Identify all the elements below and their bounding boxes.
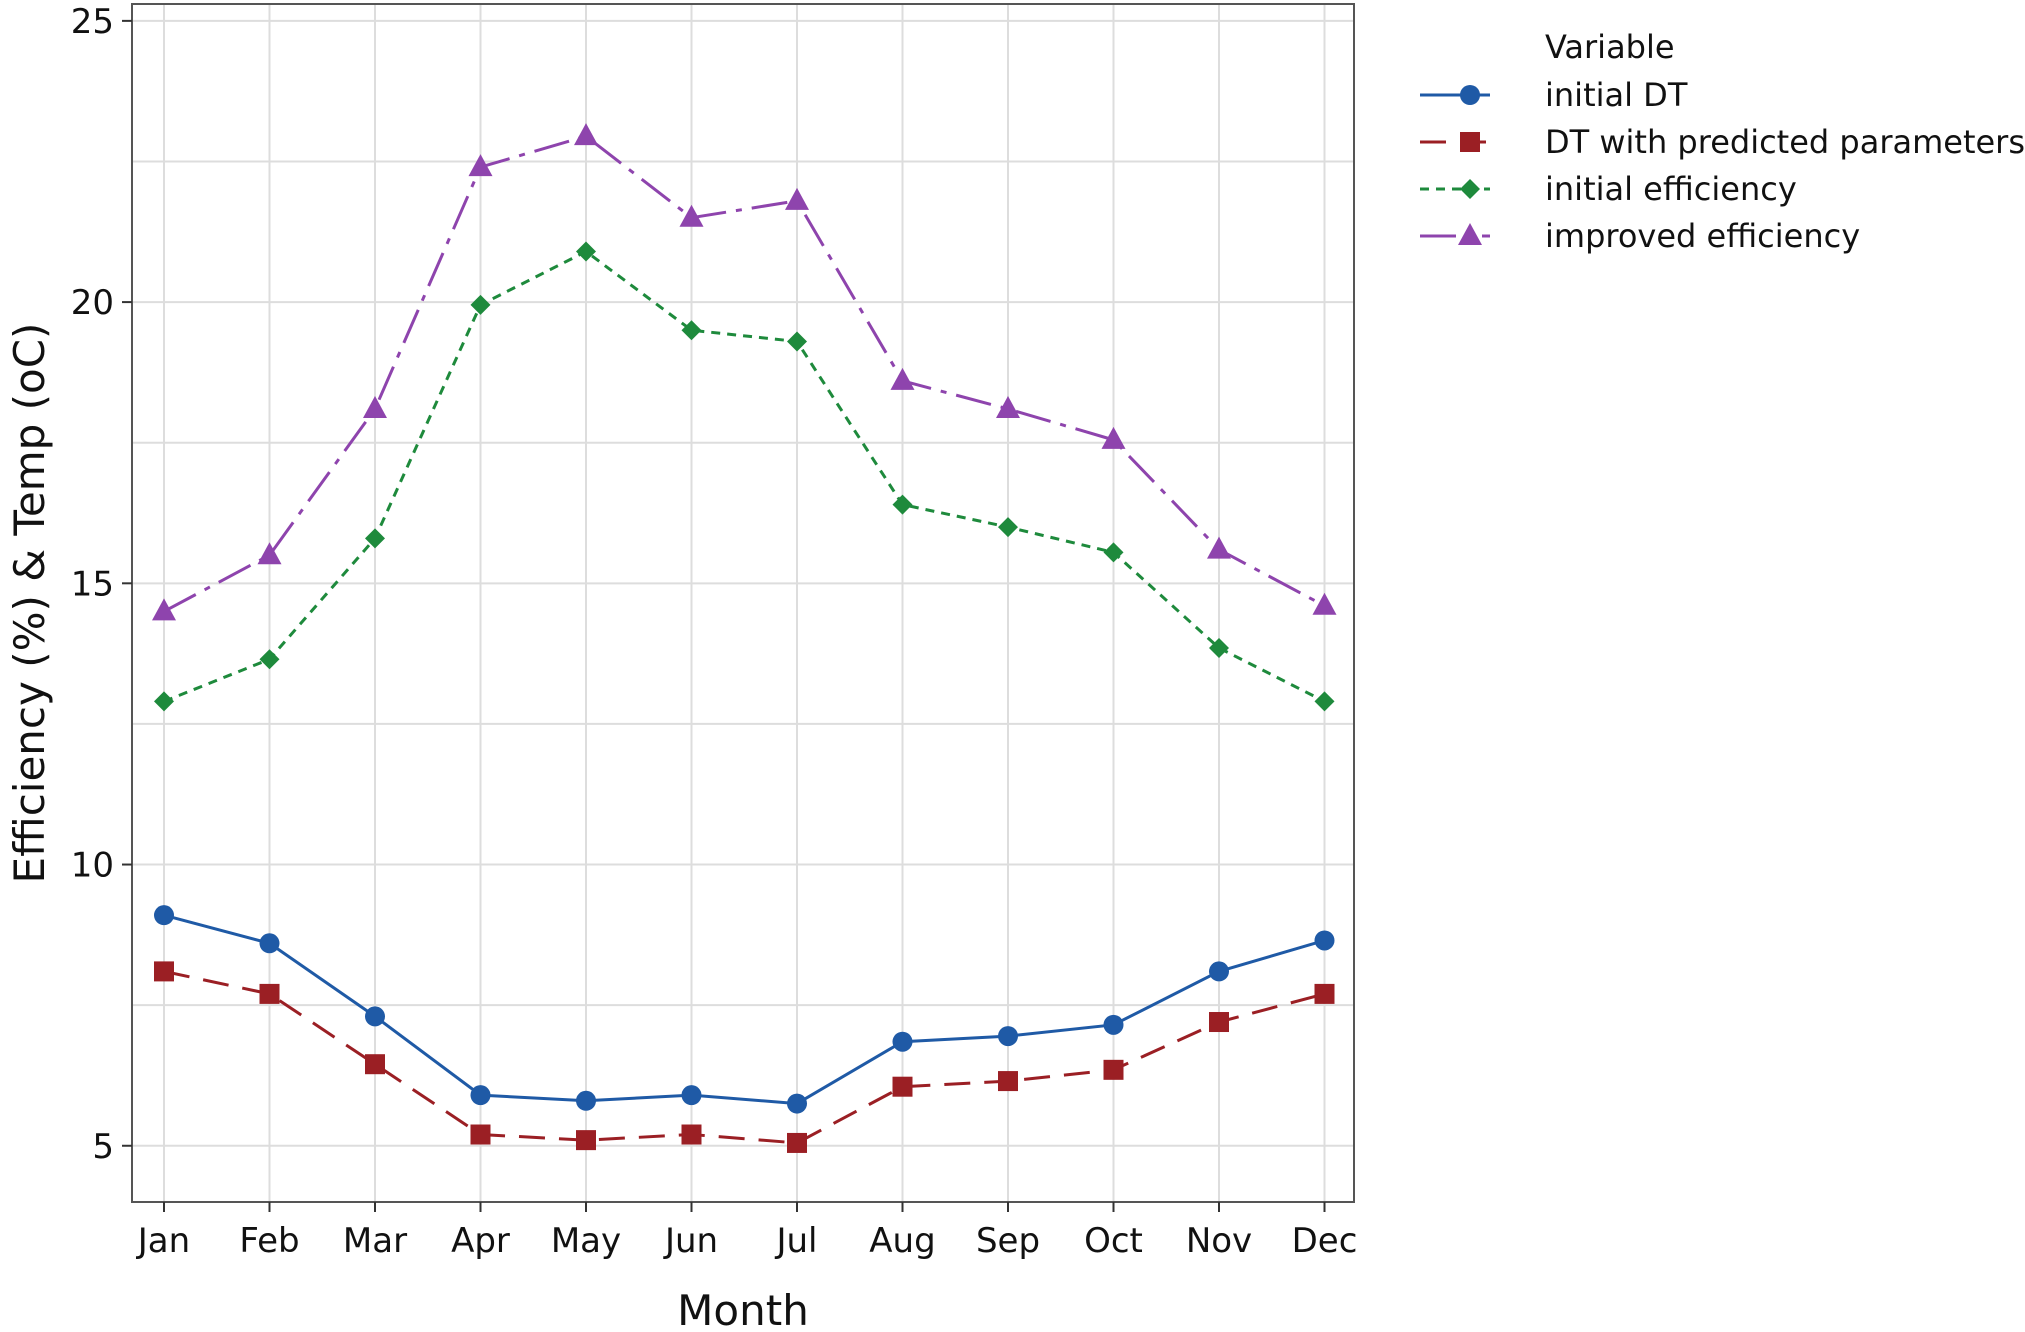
x-axis: Jan Feb Mar Apr May Jun Jul Aug Sep Oct Nov Dec [136,1202,1358,1261]
y-tick-label: 15 [71,564,114,604]
legend-label: improved efficiency [1545,217,1860,255]
x-tick-label: Nov [1186,1221,1252,1261]
data-point [576,241,596,262]
data-point [787,1093,807,1114]
data-point [470,294,491,315]
plot-frame [131,3,1355,1203]
data-point [574,123,598,146]
x-axis-title: Month [677,1286,809,1332]
data-point [257,542,282,565]
data-point [892,1031,913,1052]
data-point [681,1085,702,1106]
series-line [163,249,1326,703]
data-point [785,187,809,210]
data-point [154,905,174,926]
data-point [998,1026,1018,1047]
data-point [259,933,280,954]
legend-marker [1460,179,1480,199]
data-point [152,598,176,621]
legend-marker [1460,85,1480,105]
x-tick-label: Oct [1084,1221,1143,1261]
legend-entry: initial efficiency [1420,170,1797,208]
x-tick-label: Sep [976,1221,1040,1261]
legend-entry: DT with predicted parameters [1420,123,2025,161]
x-tick-label: Jan [136,1221,190,1261]
y-tick-label: 25 [71,2,114,42]
legend-entry: improved efficiency [1420,217,1860,255]
data-point [679,204,704,227]
data-point [154,691,174,712]
data-point [996,395,1020,418]
x-tick-label: Mar [343,1221,407,1261]
series-line [163,134,1326,613]
series-initial-efficiency [154,241,1335,712]
y-axis-title: Efficiency (%) & Temp (oC) [5,323,54,884]
data-point [259,649,280,670]
legend-title: Variable [1545,28,1675,66]
data-point [1103,1059,1124,1080]
x-tick-label: Apr [451,1221,510,1261]
data-point [1207,536,1231,559]
data-point [787,331,807,352]
data-point [365,528,385,549]
x-tick-label: Aug [869,1221,935,1261]
y-tick-label: 20 [71,283,114,323]
legend-marker [1460,132,1480,152]
y-axis: 5 10 15 20 25 [71,2,132,1167]
series-line [163,913,1325,1106]
data-point [681,1124,702,1145]
series-dt-with-predicted-parameters [154,961,1335,1153]
legend-label: initial DT [1545,76,1688,114]
data-point [1103,1014,1124,1035]
x-tick-label: Feb [239,1221,299,1261]
data-point [890,367,915,390]
data-point [576,1090,596,1111]
data-point [1314,983,1335,1004]
data-point [998,517,1018,538]
legend-label: DT with predicted parameters [1545,123,2025,161]
x-tick-label: Jun [663,1221,718,1261]
legend: Variable initial DT DT with predicted par… [1420,28,2025,255]
series-line [163,969,1325,1145]
data-point [1101,426,1126,449]
x-tick-label: May [551,1221,621,1261]
data-point [154,961,174,982]
x-tick-label: Jul [774,1221,817,1261]
x-tick-label: Dec [1292,1221,1358,1261]
data-point [1312,592,1337,615]
data-point [787,1132,807,1153]
legend-entry: initial DT [1420,76,1688,114]
y-tick-label: 5 [92,1127,114,1167]
data-point [1314,691,1335,712]
data-point [468,154,493,177]
data-point [1209,1012,1229,1033]
legend-marker [1458,223,1482,245]
y-tick-label: 10 [71,846,114,886]
data-point [365,1054,385,1075]
data-point [892,494,913,515]
data-point [892,1076,913,1097]
data-point [998,1071,1018,1092]
data-point [1209,961,1229,982]
legend-label: initial efficiency [1545,170,1797,208]
data-point [1103,542,1124,563]
data-point [1314,930,1335,951]
data-point [470,1124,491,1145]
data-point [363,395,387,418]
data-point [259,983,280,1004]
series-initial-dt [154,905,1335,1114]
data-point [470,1085,491,1106]
data-point [365,1006,385,1027]
data-point [681,320,702,341]
data-point [576,1130,596,1151]
series-improved-efficiency [152,123,1337,621]
series-layer [152,123,1337,1153]
data-point [1209,637,1229,658]
